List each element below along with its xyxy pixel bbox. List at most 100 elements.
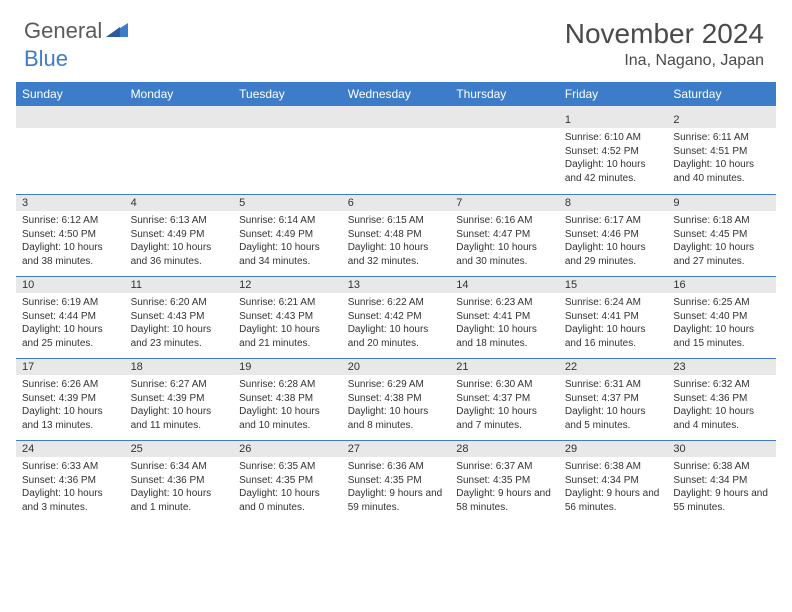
sunset-text: Sunset: 4:36 PM [131,474,228,488]
weekday-fri: Friday [559,82,668,106]
sunrise-text: Sunrise: 6:21 AM [239,296,336,310]
sunrise-text: Sunrise: 6:17 AM [565,214,662,228]
daylight-text: Daylight: 10 hours and 15 minutes. [673,323,770,350]
sunrise-text: Sunrise: 6:14 AM [239,214,336,228]
day-body: Sunrise: 6:20 AMSunset: 4:43 PMDaylight:… [125,293,234,356]
day-cell: 12Sunrise: 6:21 AMSunset: 4:43 PMDayligh… [233,276,342,358]
day-body: Sunrise: 6:21 AMSunset: 4:43 PMDaylight:… [233,293,342,356]
week-row: 10Sunrise: 6:19 AMSunset: 4:44 PMDayligh… [16,276,776,358]
day-number: 3 [16,194,125,211]
day-number: 23 [667,358,776,375]
daylight-text: Daylight: 10 hours and 42 minutes. [565,158,662,185]
day-cell: 19Sunrise: 6:28 AMSunset: 4:38 PMDayligh… [233,358,342,440]
day-body: Sunrise: 6:23 AMSunset: 4:41 PMDaylight:… [450,293,559,356]
calendar: Sunday Monday Tuesday Wednesday Thursday… [16,82,776,522]
day-cell: 5Sunrise: 6:14 AMSunset: 4:49 PMDaylight… [233,194,342,276]
sunset-text: Sunset: 4:36 PM [22,474,119,488]
sunset-text: Sunset: 4:39 PM [22,392,119,406]
sunrise-text: Sunrise: 6:22 AM [348,296,445,310]
sunrise-text: Sunrise: 6:18 AM [673,214,770,228]
day-cell: 28Sunrise: 6:37 AMSunset: 4:35 PMDayligh… [450,440,559,522]
logo-text-blue-wrap: Blue [24,46,68,72]
day-cell: 26Sunrise: 6:35 AMSunset: 4:35 PMDayligh… [233,440,342,522]
day-number [125,112,234,128]
day-cell: 11Sunrise: 6:20 AMSunset: 4:43 PMDayligh… [125,276,234,358]
day-body: Sunrise: 6:10 AMSunset: 4:52 PMDaylight:… [559,128,668,191]
logo: General [24,18,130,44]
day-body: Sunrise: 6:11 AMSunset: 4:51 PMDaylight:… [667,128,776,191]
sunrise-text: Sunrise: 6:38 AM [565,460,662,474]
daylight-text: Daylight: 10 hours and 5 minutes. [565,405,662,432]
day-body: Sunrise: 6:30 AMSunset: 4:37 PMDaylight:… [450,375,559,438]
day-cell: 16Sunrise: 6:25 AMSunset: 4:40 PMDayligh… [667,276,776,358]
day-cell: 8Sunrise: 6:17 AMSunset: 4:46 PMDaylight… [559,194,668,276]
day-number: 18 [125,358,234,375]
day-cell: 25Sunrise: 6:34 AMSunset: 4:36 PMDayligh… [125,440,234,522]
day-number: 6 [342,194,451,211]
day-number: 9 [667,194,776,211]
sunset-text: Sunset: 4:35 PM [348,474,445,488]
day-body: Sunrise: 6:35 AMSunset: 4:35 PMDaylight:… [233,457,342,520]
sunrise-text: Sunrise: 6:30 AM [456,378,553,392]
day-cell: 15Sunrise: 6:24 AMSunset: 4:41 PMDayligh… [559,276,668,358]
sunset-text: Sunset: 4:46 PM [565,228,662,242]
day-body: Sunrise: 6:24 AMSunset: 4:41 PMDaylight:… [559,293,668,356]
title-block: November 2024 Ina, Nagano, Japan [565,18,764,70]
sunrise-text: Sunrise: 6:15 AM [348,214,445,228]
weekday-header: Sunday Monday Tuesday Wednesday Thursday… [16,82,776,106]
day-body: Sunrise: 6:18 AMSunset: 4:45 PMDaylight:… [667,211,776,274]
day-cell: 20Sunrise: 6:29 AMSunset: 4:38 PMDayligh… [342,358,451,440]
sunset-text: Sunset: 4:52 PM [565,145,662,159]
sunset-text: Sunset: 4:49 PM [239,228,336,242]
sunset-text: Sunset: 4:41 PM [456,310,553,324]
day-cell: 13Sunrise: 6:22 AMSunset: 4:42 PMDayligh… [342,276,451,358]
triangle-icon [106,21,128,42]
sunrise-text: Sunrise: 6:28 AM [239,378,336,392]
sunrise-text: Sunrise: 6:38 AM [673,460,770,474]
day-number: 28 [450,440,559,457]
sunset-text: Sunset: 4:51 PM [673,145,770,159]
sunrise-text: Sunrise: 6:12 AM [22,214,119,228]
day-body: Sunrise: 6:34 AMSunset: 4:36 PMDaylight:… [125,457,234,520]
day-number: 4 [125,194,234,211]
day-cell: 7Sunrise: 6:16 AMSunset: 4:47 PMDaylight… [450,194,559,276]
logo-text-blue: Blue [24,46,68,71]
day-number: 20 [342,358,451,375]
sunset-text: Sunset: 4:35 PM [456,474,553,488]
day-cell: 3Sunrise: 6:12 AMSunset: 4:50 PMDaylight… [16,194,125,276]
sunrise-text: Sunrise: 6:26 AM [22,378,119,392]
daylight-text: Daylight: 10 hours and 1 minute. [131,487,228,514]
day-number: 14 [450,276,559,293]
day-cell [342,112,451,194]
daylight-text: Daylight: 10 hours and 8 minutes. [348,405,445,432]
day-body: Sunrise: 6:29 AMSunset: 4:38 PMDaylight:… [342,375,451,438]
day-body: Sunrise: 6:17 AMSunset: 4:46 PMDaylight:… [559,211,668,274]
day-cell: 6Sunrise: 6:15 AMSunset: 4:48 PMDaylight… [342,194,451,276]
daylight-text: Daylight: 9 hours and 55 minutes. [673,487,770,514]
day-number: 8 [559,194,668,211]
sunrise-text: Sunrise: 6:32 AM [673,378,770,392]
month-title: November 2024 [565,18,764,50]
daylight-text: Daylight: 10 hours and 27 minutes. [673,241,770,268]
day-number: 24 [16,440,125,457]
daylight-text: Daylight: 10 hours and 4 minutes. [673,405,770,432]
day-number: 7 [450,194,559,211]
daylight-text: Daylight: 10 hours and 36 minutes. [131,241,228,268]
day-cell: 17Sunrise: 6:26 AMSunset: 4:39 PMDayligh… [16,358,125,440]
day-body: Sunrise: 6:33 AMSunset: 4:36 PMDaylight:… [16,457,125,520]
day-number [16,112,125,128]
day-cell: 10Sunrise: 6:19 AMSunset: 4:44 PMDayligh… [16,276,125,358]
daylight-text: Daylight: 10 hours and 38 minutes. [22,241,119,268]
daylight-text: Daylight: 10 hours and 21 minutes. [239,323,336,350]
week-row: 1Sunrise: 6:10 AMSunset: 4:52 PMDaylight… [16,112,776,194]
sunrise-text: Sunrise: 6:23 AM [456,296,553,310]
day-number: 11 [125,276,234,293]
day-body [450,128,559,137]
day-cell [233,112,342,194]
sunset-text: Sunset: 4:38 PM [348,392,445,406]
daylight-text: Daylight: 9 hours and 59 minutes. [348,487,445,514]
weekday-mon: Monday [125,82,234,106]
logo-text-general: General [24,18,102,44]
day-body: Sunrise: 6:19 AMSunset: 4:44 PMDaylight:… [16,293,125,356]
day-cell: 14Sunrise: 6:23 AMSunset: 4:41 PMDayligh… [450,276,559,358]
